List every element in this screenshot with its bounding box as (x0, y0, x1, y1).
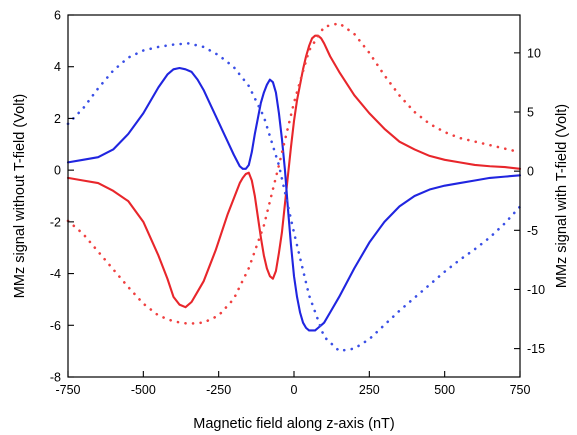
x-tick-label: -500 (131, 383, 156, 397)
y-left-tick-label: -8 (50, 371, 61, 385)
ticks-layer: -750 -500 -250 0 250 500 750 -8 -6 -4 -2 0 2 4 6 -15 -10… (50, 9, 545, 398)
x-axis-title: Magnetic field along z-axis (nT) (193, 416, 394, 432)
series-line-2 (66, 66, 522, 332)
y-right-tick-label: -15 (527, 342, 545, 356)
x-tick-label: -750 (55, 383, 80, 397)
x-tick-label: 0 (291, 383, 298, 397)
x-tick-label: -250 (206, 383, 231, 397)
y-right-tick-label: 5 (527, 106, 534, 120)
x-tick-label: 750 (510, 383, 531, 397)
y-left-tick-label: -2 (50, 215, 61, 229)
y-left-tick-label: 6 (54, 9, 61, 23)
y-axis-left-title: MMz signal without T-field (Volt) (12, 94, 28, 298)
y-left-tick-label: 2 (54, 112, 61, 126)
y-right-tick-label: -5 (527, 224, 538, 238)
y-left-tick-label: -6 (50, 319, 61, 333)
y-right-tick-label: 0 (527, 165, 534, 179)
y-left-tick-label: -4 (50, 267, 61, 281)
series-line-4 (66, 42, 522, 353)
x-tick-label: 500 (434, 383, 455, 397)
y-axis-right-title: MMz signal with T-field (Volt) (554, 104, 570, 288)
series-line-1 (66, 34, 522, 309)
y-right-tick-label: 10 (527, 46, 541, 60)
y-right-tick-label: -10 (527, 283, 545, 297)
y-left-tick-label: 4 (54, 60, 61, 74)
x-tick-label: 250 (359, 383, 380, 397)
plot-frame (67, 14, 521, 378)
y-left-tick-label: 0 (54, 164, 61, 178)
series-layer (66, 21, 522, 353)
